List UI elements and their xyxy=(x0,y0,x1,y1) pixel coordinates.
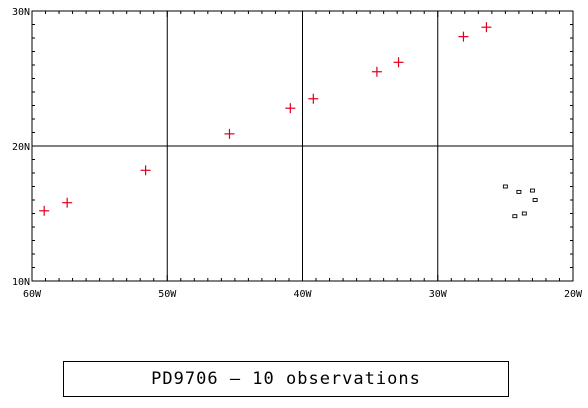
island-outline xyxy=(512,214,518,219)
x-tick-label: 60W xyxy=(23,289,42,300)
x-tick-label: 40W xyxy=(293,289,312,300)
observation-marker xyxy=(458,31,469,42)
x-tick-label: 50W xyxy=(158,289,177,300)
y-tick-label: 10N xyxy=(12,277,30,288)
island-outline xyxy=(502,184,508,189)
x-tick-label: 20W xyxy=(564,289,583,300)
grid-lines xyxy=(32,11,573,281)
observation-marker xyxy=(62,197,73,208)
y-tick-label: 20N xyxy=(12,142,30,153)
observation-marker xyxy=(371,66,382,77)
observation-markers xyxy=(39,22,492,216)
observation-marker xyxy=(140,165,151,176)
observation-marker xyxy=(308,93,319,104)
map-frame xyxy=(31,10,574,282)
observation-marker xyxy=(285,103,296,114)
y-tick-label: 30N xyxy=(12,7,30,18)
observation-marker xyxy=(224,128,235,139)
observation-marker xyxy=(393,57,404,68)
axis-labels: 60W 50W 40W 30W 20W 10N 20N 30N xyxy=(12,7,583,300)
x-tick-label: 30W xyxy=(429,289,448,300)
cape-verde-islands xyxy=(502,184,538,219)
observation-marker xyxy=(481,22,492,33)
island-outline xyxy=(516,189,522,194)
island-outline xyxy=(532,198,538,202)
observation-marker xyxy=(39,205,50,216)
caption-text: PD9706 — 10 observations xyxy=(151,369,421,389)
island-outline xyxy=(529,188,535,193)
caption-box: PD9706 — 10 observations xyxy=(63,361,509,397)
island-outline xyxy=(521,211,527,216)
